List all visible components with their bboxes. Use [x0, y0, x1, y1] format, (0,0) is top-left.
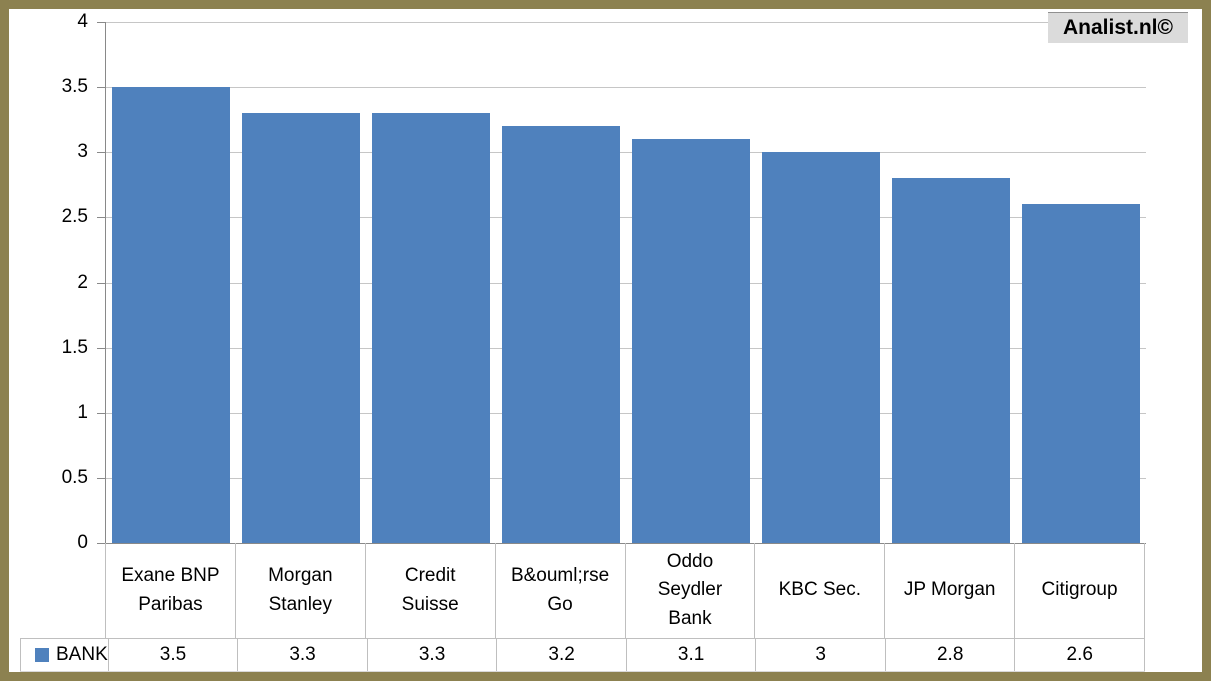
- category-label: Citigroup: [1041, 579, 1118, 601]
- value-cell: 3.2: [497, 639, 627, 671]
- gridline: [106, 347, 1146, 349]
- value-cell: 3.3: [368, 639, 498, 671]
- legend-swatch-icon: [35, 648, 49, 662]
- legend-label: BANK: [56, 644, 108, 665]
- y-axis-tick: [97, 347, 106, 349]
- category-cell: Oddo Seydler Bank: [626, 543, 756, 638]
- category-label-row: Exane BNP Paribas Morgan Stanley Credit Su…: [105, 543, 1145, 638]
- y-axis-tick-label: 1.5: [61, 336, 88, 358]
- y-axis-tick-label: 3: [77, 141, 88, 163]
- value-cell: 3.3: [238, 639, 368, 671]
- gridline: [106, 152, 1146, 154]
- category-cell: JP Morgan: [885, 543, 1016, 638]
- gridline: [106, 22, 1146, 23]
- category-cell: Morgan Stanley: [236, 543, 366, 638]
- y-axis-tick-label: 4: [77, 11, 88, 32]
- data-table-row: BANK 3.5 3.3 3.3 3.2 3.1 3 2.8 2.6: [20, 638, 1145, 672]
- category-label: JP Morgan: [903, 579, 996, 601]
- y-axis-tick-label: 2.5: [61, 206, 88, 228]
- y-axis-tick-label: 1: [77, 401, 88, 423]
- y-axis-tick-label: 0.5: [61, 466, 88, 488]
- category-label: Morgan Stanley: [268, 565, 333, 615]
- bar-3: [372, 113, 490, 543]
- y-axis-tick: [97, 477, 106, 479]
- bar-6: [762, 152, 880, 543]
- category-cell: B&ouml;rse Go: [496, 543, 626, 638]
- bar-5: [632, 139, 750, 543]
- y-axis-tick-label: 3.5: [61, 76, 88, 98]
- bar-8: [1022, 204, 1140, 543]
- value-cell: 3.1: [627, 639, 757, 671]
- bar-4: [502, 126, 620, 543]
- y-axis-tick-label: 2: [77, 271, 88, 293]
- y-axis-tick: [97, 152, 106, 154]
- bar-7: [892, 178, 1010, 543]
- y-axis-tick: [97, 543, 106, 544]
- gridline: [106, 412, 1146, 414]
- category-label: Exane BNP Paribas: [121, 565, 220, 615]
- bar-1: [112, 87, 230, 543]
- category-cell: Citigroup: [1015, 543, 1145, 638]
- y-axis-tick: [97, 87, 106, 89]
- y-axis-tick: [97, 217, 106, 219]
- gridline: [106, 282, 1146, 284]
- gridline: [106, 87, 1146, 89]
- category-label: Oddo Seydler Bank: [657, 550, 723, 629]
- y-axis-tick: [97, 412, 106, 414]
- value-cell: 2.6: [1015, 639, 1145, 671]
- value-cell: 2.8: [886, 639, 1016, 671]
- watermark-badge: Analist.nl©: [1048, 12, 1188, 43]
- category-cell: KBC Sec.: [755, 543, 886, 638]
- y-axis-tick: [97, 22, 106, 23]
- category-cell: Exane BNP Paribas: [105, 543, 236, 638]
- category-label: Credit Suisse: [401, 565, 459, 615]
- value-cell: 3.5: [109, 639, 239, 671]
- y-axis-tick-label: 0: [77, 532, 88, 553]
- y-axis-tick: [97, 282, 106, 284]
- watermark-text: Analist.nl©: [1063, 16, 1173, 39]
- category-cell: Credit Suisse: [366, 543, 496, 638]
- bar-2: [242, 113, 360, 543]
- chart-stage: 4 3.5 3 2.5 2 1.5 1 0.5 0 Analist.nl© Exane BNP …: [9, 9, 1202, 672]
- legend-cell: BANK: [20, 639, 109, 671]
- category-label: B&ouml;rse Go: [510, 565, 610, 615]
- gridline: [106, 217, 1146, 219]
- value-cell: 3: [756, 639, 886, 671]
- plot-area: [105, 22, 1146, 544]
- gridline: [106, 477, 1146, 479]
- category-label: KBC Sec.: [778, 579, 861, 601]
